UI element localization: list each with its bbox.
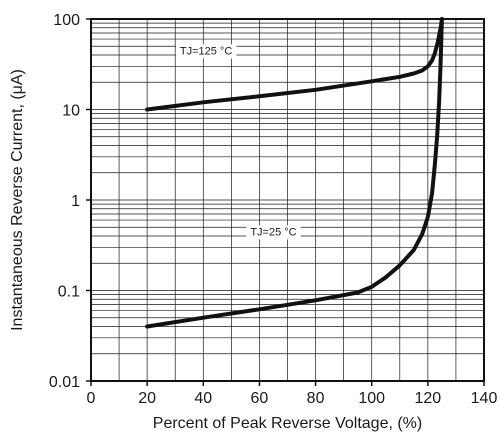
x-tick-label: 120: [415, 390, 442, 407]
annotation-background: [175, 44, 237, 59]
annotation-background: [246, 225, 301, 240]
annotations: TJ=125 °C TJ=25 °C: [175, 44, 301, 240]
annotation-2: TJ=25 °C: [246, 225, 301, 240]
x-tick-label: 0: [87, 390, 96, 407]
y-tick-label: 1: [71, 193, 80, 210]
x-tick-label: 60: [251, 390, 269, 407]
x-tick-label: 40: [194, 390, 212, 407]
y-tick-label: 10: [62, 103, 80, 120]
series-line-1: [145, 17, 444, 112]
annotation-1: TJ=125 °C: [175, 44, 237, 59]
axis-ticks: 0 20 40 60 80 100 120 140 0.01 0.1 1 10 100: [49, 12, 498, 407]
y-tick-label: 0.01: [49, 374, 80, 391]
series-line-2: [145, 17, 444, 329]
annotation-text: TJ=125 °C: [180, 45, 232, 57]
series-group: [145, 17, 444, 329]
x-tick-label: 20: [138, 390, 156, 407]
x-tick-label: 140: [471, 390, 498, 407]
y-axis-label: Instantaneous Reverse Current, (μA): [9, 69, 26, 331]
y-tick-label: 100: [53, 12, 80, 29]
x-axis-label: Percent of Peak Reverse Voltage, (%): [153, 415, 422, 432]
x-tick-label: 80: [307, 390, 325, 407]
x-tick-label: 100: [358, 390, 385, 407]
y-tick-label: 0.1: [58, 284, 80, 301]
annotation-text: TJ=25 °C: [250, 226, 296, 238]
